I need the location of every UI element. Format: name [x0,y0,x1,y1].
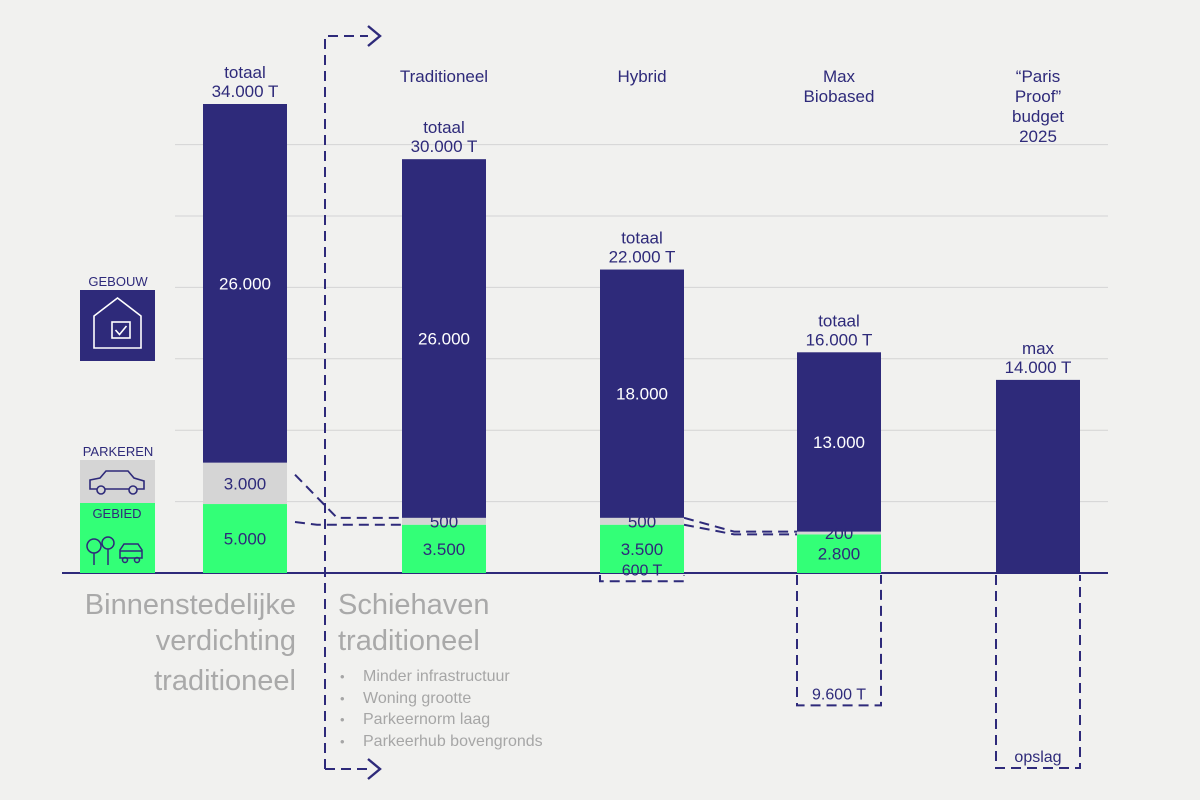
bar-segment-gebouw [203,104,287,463]
measures-list: • Minder infrastructuur • Woning grootte… [340,668,543,750]
bar-segment-parkeren [203,462,287,505]
bar-segment-gebied [600,524,684,573]
category-label: “Paris [1016,67,1060,86]
total-label-prefix: totaal [224,63,266,82]
segment-label-parkeren: 500 [628,512,656,531]
bar-segment-gebied [797,534,881,573]
segment-label-gebied: 3.500 [423,540,466,559]
scenario-left-line-3: traditioneel [154,665,296,697]
dashed-connector [683,516,797,533]
scenario-right-label: Schiehaven traditioneel [338,589,490,657]
scenario-right-line-2: traditioneel [338,625,480,657]
storage-box [599,575,685,583]
total-label-prefix: max [1022,339,1055,358]
total-label-value: 30.000 T [411,137,478,156]
bar-segment-parkeren [797,531,881,535]
bar-segment-gebied [402,524,486,573]
bullet: • [340,734,345,749]
category-label: Biobased [804,87,875,106]
legend-gebied-swatch [80,503,155,573]
category-label: Hybrid [617,67,666,86]
total-label-value: 16.000 T [806,330,873,349]
bar-segment-gebouw [797,352,881,532]
storage-label: 9.600 T [812,686,866,703]
arrow-right-icon [367,758,382,780]
bar-segment-gebouw [402,159,486,518]
segment-label-gebouw: 26.000 [418,330,470,349]
scenario-left-label: Binnenstedelijke verdichting traditionee… [85,589,296,697]
bullet: • [340,669,345,684]
storage-label: 600 T [622,562,663,579]
measure-item: Woning grootte [363,690,471,707]
dashed-connector [294,521,402,526]
segment-label-gebied: 2.800 [818,545,861,564]
category-label: budget [1012,107,1064,126]
category-label: Traditioneel [400,67,488,86]
scenario-left-line-2: verdichting [156,625,296,657]
total-label-value: 22.000 T [609,248,676,267]
category-label: Proof” [1015,87,1062,106]
trees-icon [86,536,115,565]
storage-box [995,575,1081,769]
legend-gebied-label: GEBIED [92,506,141,521]
bar-segment-gebied [203,504,287,573]
legend-parkeren-label: PARKEREN [83,444,154,459]
car-icon [89,470,145,495]
legend-parkeren-swatch [80,460,155,503]
bar-layer [203,104,1080,573]
segment-label-parkeren: 500 [430,512,458,531]
bar-segment-parkeren [402,517,486,525]
segment-label-gebied: 3.500 [621,540,664,559]
total-label-value: 34.000 T [212,82,279,101]
bullet: • [340,691,345,706]
scenario-left-line-1: Binnenstedelijke [85,589,296,621]
total-label-prefix: totaal [621,229,663,248]
segment-label-gebouw: 18.000 [616,385,668,404]
segment-label-gebouw: 13.000 [813,433,865,452]
total-label-prefix: totaal [423,118,465,137]
arrow-right-icon [367,25,382,47]
legend-gebouw-swatch [80,290,155,361]
house-icon [93,296,142,349]
segment-label-parkeren: 3.000 [224,474,267,493]
storage-box [796,575,882,707]
label-layer: 5.000 3.000 26.000 3.500 500 26.000 3.500 500 18… [212,63,1072,766]
legend: GEBOUW PARKEREN GEBIED [80,274,155,573]
total-label-prefix: totaal [818,311,860,330]
segment-label-gebouw: 26.000 [219,274,271,293]
segment-label-parkeren: 200 [825,524,853,543]
total-label-value: 14.000 T [1005,358,1072,377]
storage-label: opslag [1014,749,1061,766]
bar-segment-gebouw [600,269,684,518]
legend-gebouw-label: GEBOUW [88,274,148,289]
category-label: 2025 [1019,127,1057,146]
category-label: Max [823,67,856,86]
segment-label-gebied: 5.000 [224,530,267,549]
measure-item: Parkeerhub bovengronds [363,733,543,750]
flow-line [324,35,368,769]
dashed-connectors [294,25,1081,780]
dashed-connector [683,523,797,536]
bar-segment-gebouw [996,379,1080,573]
small-car-icon [119,543,143,564]
measure-item: Minder infrastructuur [363,668,510,685]
measure-item: Parkeernorm laag [363,711,490,728]
dashed-connector [294,473,402,519]
bullet: • [340,712,345,727]
bar-segment-parkeren [600,517,684,525]
scenario-right-line-1: Schiehaven [338,589,490,621]
